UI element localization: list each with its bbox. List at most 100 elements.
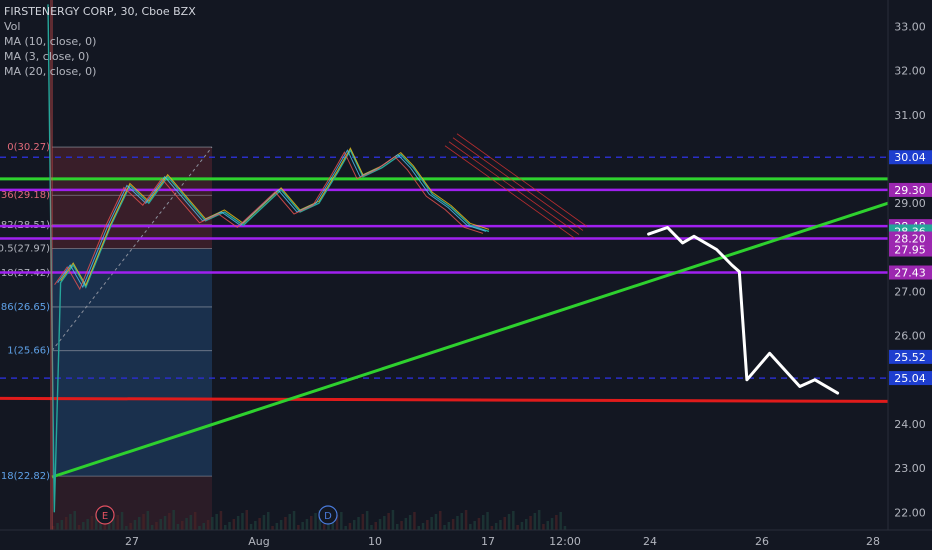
volume-bar [417, 526, 420, 530]
volume-bar [262, 515, 266, 530]
volume-bar [400, 521, 403, 530]
volume-bar [456, 516, 459, 530]
volume-bar [133, 520, 137, 530]
price-badge [889, 265, 932, 280]
volume-bar [172, 510, 175, 530]
volume-bar [378, 519, 382, 530]
volume-bar [292, 511, 296, 530]
volume-bar [516, 525, 519, 530]
moving-average-line [60, 147, 490, 287]
volume-bar [387, 513, 390, 530]
y-tick-label: 29.00 [894, 197, 926, 210]
volume-bar [340, 512, 343, 530]
volume-bar [73, 511, 76, 530]
volume-bar [185, 518, 188, 530]
volume-bar [447, 522, 451, 530]
x-tick-label: 27 [125, 535, 139, 548]
volume-bar [391, 510, 395, 530]
volume-bar [155, 522, 158, 530]
volume-bar [559, 512, 562, 530]
volume-bar [529, 516, 532, 530]
volume-bar [215, 514, 218, 530]
volume-bar [77, 525, 81, 530]
fib-level-label: 86(26.65) [1, 302, 50, 313]
time-axis [0, 530, 932, 550]
volume-bar [503, 517, 506, 530]
volume-bar [542, 524, 545, 530]
legend-item-ma10: MA (10, close, 0) [4, 35, 97, 48]
volume-bar [525, 519, 528, 530]
volume-bar [288, 514, 291, 530]
volume-bar [120, 512, 124, 530]
x-tick-label: 26 [755, 535, 769, 548]
event-marker-label: E [102, 511, 108, 522]
volume-bar [189, 515, 193, 530]
volume-bar [494, 523, 498, 530]
x-tick-label: Aug [248, 535, 269, 548]
fib-level-label: 36(29.18) [1, 190, 50, 201]
volume-bar [168, 513, 171, 530]
volume-bar [245, 510, 248, 530]
volume-bar [512, 511, 515, 530]
moving-average-line [57, 149, 487, 289]
volume-bar [193, 512, 197, 530]
volume-bar [206, 520, 210, 530]
volume-bar [434, 514, 438, 530]
price-series [47, 4, 490, 513]
volume-bar [314, 513, 317, 530]
x-tick-label: 17 [481, 535, 495, 548]
volume-bar [112, 518, 115, 530]
volume-bar [228, 522, 231, 530]
fib-level-label: 0(30.27) [7, 142, 50, 153]
volume-bar [146, 511, 150, 530]
volume-bar [52, 526, 55, 530]
legend-title: FIRSTENERGY CORP, 30, Cboe BZX [4, 5, 196, 18]
volume-bar [129, 523, 132, 530]
volume-bar [353, 520, 356, 530]
volume-bar [142, 514, 145, 530]
volume-bar [443, 525, 446, 530]
y-tick-label: 26.00 [894, 330, 926, 343]
volume-bar [555, 515, 558, 530]
volume-bar [413, 512, 416, 530]
x-tick-label: 28 [866, 535, 880, 548]
price-badge-label: 25.04 [894, 372, 926, 385]
y-tick-label: 23.00 [894, 462, 926, 475]
y-tick-label: 24.00 [894, 418, 926, 431]
volume-bar [181, 521, 184, 530]
volume-bar [361, 514, 365, 530]
trendline-green [51, 201, 889, 479]
price-badge-label: 28.20 [894, 233, 926, 246]
volume-bar [125, 526, 128, 530]
volume-bar [310, 516, 313, 530]
channel-line [448, 141, 580, 235]
price-badge [889, 242, 932, 257]
volume-bar [322, 524, 326, 530]
volume-bar [249, 524, 253, 530]
price-badge [889, 182, 932, 197]
volume-bar [520, 522, 524, 530]
volume-bar [460, 513, 463, 530]
volume-bar [327, 521, 330, 530]
channel-line [456, 133, 588, 227]
volume-bar [335, 515, 339, 530]
volume-bar [236, 516, 240, 530]
volume-bar [301, 522, 304, 530]
volume-bar [563, 526, 567, 530]
volume-bar [267, 512, 270, 530]
volume-bar [163, 516, 167, 530]
volume-bar [159, 519, 162, 530]
event-marker-e [95, 505, 115, 525]
y-tick-label: 27.00 [894, 286, 926, 299]
volume-bar [305, 519, 309, 530]
volume-bar [232, 519, 236, 530]
volume-bar [550, 518, 554, 530]
volume-bar [90, 516, 94, 530]
moving-average-line [54, 151, 484, 291]
volume-bar [60, 520, 64, 530]
x-tick-label: 12:00 [549, 535, 581, 548]
volume-bar [499, 520, 502, 530]
price-badge [889, 371, 932, 386]
